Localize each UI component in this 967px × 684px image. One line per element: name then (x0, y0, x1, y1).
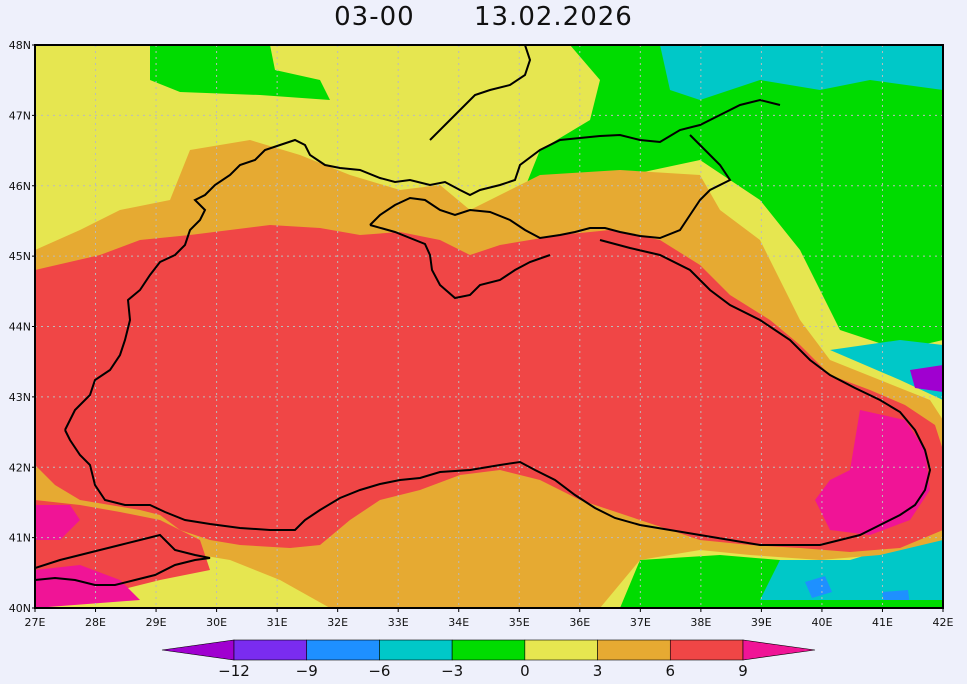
lon-label: 34E (448, 616, 469, 629)
lat-label: 44N (9, 321, 31, 334)
colorbar-segment (669, 639, 744, 661)
title-date: 13.02.2026 (473, 2, 633, 32)
field-blue-se1 (805, 576, 832, 598)
lat-label: 47N (9, 109, 31, 122)
field-magenta-sw (35, 505, 80, 540)
lat-label: 40N (9, 602, 31, 615)
colorbar-segment (451, 639, 526, 661)
lon-label: 40E (811, 616, 832, 629)
colorbar-segment (233, 639, 308, 661)
graticule (35, 45, 943, 608)
lon-label: 31E (267, 616, 288, 629)
colorbar-label: 9 (738, 662, 748, 680)
coast-black-sea-north (64, 98, 781, 431)
colorbar-segment (742, 639, 816, 661)
lat-label: 45N (9, 250, 31, 263)
map-title: 03-00 13.02.2026 (0, 2, 967, 38)
colorbar: −12 −9 −6 −3 0 3 6 9 (161, 639, 816, 680)
lon-label: 27E (25, 616, 46, 629)
lon-label: 35E (509, 616, 530, 629)
lat-label: 43N (9, 391, 31, 404)
lon-label: 39E (751, 616, 772, 629)
colorbar-label: 0 (520, 662, 530, 680)
title-time: 03-00 (334, 2, 415, 32)
colorbar-segment (306, 639, 380, 661)
longitude-labels: 27E 28E 29E 30E 31E 32E 33E 34E 35E 36E 37E 38E 39E 4… (25, 608, 954, 629)
lon-label: 28E (85, 616, 106, 629)
field-green-nw (150, 45, 330, 100)
lon-label: 30E (206, 616, 227, 629)
colorbar-label: −12 (218, 662, 250, 680)
lon-label: 32E (327, 616, 348, 629)
colorbar-segment (161, 639, 235, 661)
coastline (35, 45, 932, 586)
colorbar-label: −6 (368, 662, 390, 680)
lon-label: 38E (690, 616, 711, 629)
coast-marmara (35, 533, 211, 586)
field-red-core (35, 225, 943, 552)
coast-azov (429, 45, 532, 141)
lon-label: 33E (388, 616, 409, 629)
colorbar-segment (597, 639, 671, 661)
colorbar-label: −9 (296, 662, 318, 680)
temperature-field (35, 45, 943, 608)
colorbar-segment (379, 639, 453, 661)
field-magenta-e (815, 410, 930, 535)
lat-label: 48N (9, 39, 31, 52)
lat-label: 42N (9, 461, 31, 474)
field-magenta-sw2 (35, 565, 140, 608)
lon-label: 41E (872, 616, 893, 629)
colorbar-segment (524, 639, 598, 661)
lon-label: 42E (933, 616, 954, 629)
colorbar-label: 6 (666, 662, 676, 680)
lon-label: 36E (569, 616, 590, 629)
lon-label: 29E (146, 616, 167, 629)
field-cyan-ne (660, 45, 943, 100)
lat-label: 46N (9, 180, 31, 193)
latitude-labels: 48N 47N 46N 45N 44N 43N 42N 41N 40N (9, 39, 35, 615)
field-purple-e (910, 365, 943, 392)
colorbar-label: 3 (593, 662, 603, 680)
coast-crimea (369, 134, 732, 240)
colorbar-label: −3 (441, 662, 463, 680)
lat-label: 41N (9, 532, 31, 545)
lon-label: 37E (630, 616, 651, 629)
coast-crimea-south (369, 224, 551, 300)
coast-caucasus (64, 239, 932, 546)
